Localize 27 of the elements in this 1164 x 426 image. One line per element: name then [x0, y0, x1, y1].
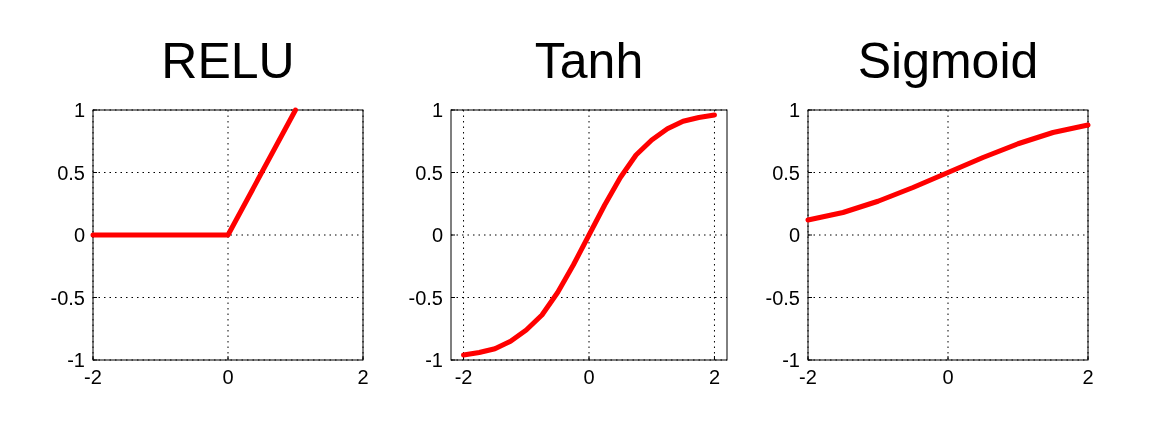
- y-tick-label: 0: [73, 224, 85, 246]
- y-tick-label: -1: [425, 349, 443, 371]
- y-tick-label: 1: [431, 99, 443, 121]
- y-tick-label: -0.5: [408, 286, 443, 309]
- y-tick-label: 0.5: [57, 161, 85, 184]
- y-tick-label: 0.5: [772, 161, 800, 184]
- y-tick-label: 0: [431, 224, 443, 246]
- x-tick-label: -2: [84, 366, 102, 388]
- x-tick-label: -2: [454, 366, 473, 388]
- y-tick-label: -0.5: [765, 286, 800, 309]
- y-tick-label: 0.5: [415, 161, 443, 184]
- chart-title: RELU: [161, 33, 295, 89]
- y-tick-label: 1: [73, 99, 85, 121]
- chart-title: Tanh: [534, 33, 644, 89]
- y-tick-label: -1: [782, 349, 800, 371]
- y-tick-label: -1: [67, 349, 85, 371]
- x-tick-label: 0: [583, 366, 595, 388]
- chart-title: Sigmoid: [857, 33, 1039, 89]
- x-tick-label: -2: [799, 366, 817, 388]
- x-tick-label: 0: [222, 366, 234, 388]
- x-tick-label: 2: [1082, 366, 1094, 388]
- x-tick-label: 2: [708, 366, 721, 388]
- x-tick-label: 0: [942, 366, 954, 388]
- y-tick-label: -0.5: [50, 286, 85, 309]
- y-tick-label: 0: [788, 224, 800, 246]
- y-tick-label: 1: [788, 99, 800, 121]
- x-tick-label: 2: [357, 366, 369, 388]
